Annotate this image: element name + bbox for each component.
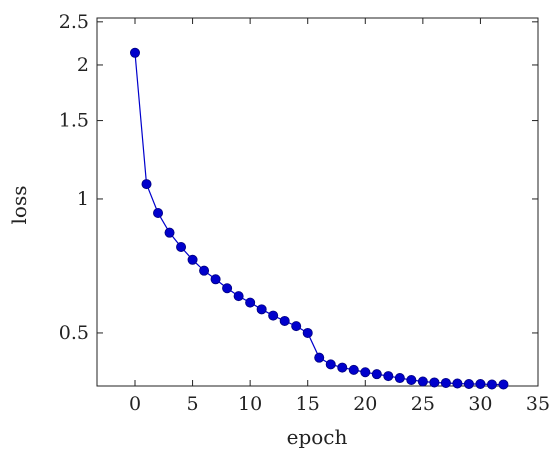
data-point <box>268 310 279 321</box>
data-point <box>256 304 267 315</box>
data-point <box>141 179 152 190</box>
data-series <box>129 47 509 390</box>
data-point <box>187 254 198 265</box>
x-tick-label: 20 <box>353 393 377 415</box>
y-tick-label: 0.5 <box>59 322 89 344</box>
x-tick-label: 25 <box>411 393 435 415</box>
x-tick-label: 30 <box>468 393 492 415</box>
y-tick-label: 2.5 <box>59 11 89 33</box>
data-point <box>463 378 474 389</box>
data-point <box>337 362 348 373</box>
x-tick-label: 35 <box>526 393 550 415</box>
y-axis-title: loss <box>7 186 31 225</box>
data-point <box>153 207 164 218</box>
data-point <box>176 241 187 252</box>
x-tick-label: 15 <box>296 393 320 415</box>
data-point <box>383 371 394 382</box>
data-point <box>222 283 233 294</box>
data-point <box>498 379 509 390</box>
data-point <box>302 327 313 338</box>
x-axis-title: epoch <box>287 425 348 449</box>
data-point <box>417 376 428 387</box>
data-point <box>164 227 175 238</box>
data-point <box>371 369 382 380</box>
y-tick-label: 2 <box>77 54 89 76</box>
data-point <box>245 297 256 308</box>
y-tick-label: 1 <box>77 188 89 210</box>
data-point <box>394 373 405 384</box>
data-point <box>279 315 290 326</box>
axis-ticks: 0 5 10 15 20 25 30 35 0.5 1 1.5 2 2.5 <box>59 11 550 415</box>
data-point <box>406 374 417 385</box>
x-tick-label: 5 <box>187 393 199 415</box>
data-point <box>429 377 440 388</box>
data-point <box>199 265 210 276</box>
plot-frame <box>96 17 539 387</box>
y-tick-label: 1.5 <box>59 110 89 132</box>
data-point <box>325 359 336 370</box>
data-point <box>348 364 359 375</box>
data-point <box>360 367 371 378</box>
data-point <box>475 378 486 389</box>
data-point <box>440 377 451 388</box>
x-tick-label: 10 <box>238 393 262 415</box>
data-point <box>233 291 244 302</box>
data-point <box>452 378 463 389</box>
data-point <box>314 352 325 363</box>
data-point <box>486 379 497 390</box>
data-point <box>210 274 221 285</box>
x-tick-label: 0 <box>129 393 141 415</box>
data-point <box>129 47 140 58</box>
data-point <box>291 321 302 332</box>
series-line <box>134 52 504 386</box>
